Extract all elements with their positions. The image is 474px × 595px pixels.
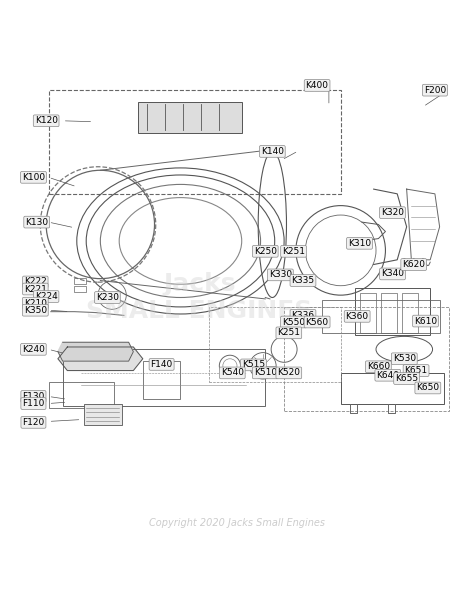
Text: K251: K251 (277, 328, 301, 337)
Bar (63, 349, 265, 406)
Text: K130: K130 (25, 218, 48, 227)
Text: K350: K350 (24, 306, 47, 315)
Text: K210: K210 (24, 299, 47, 308)
Bar (143, 361, 181, 399)
Text: F200: F200 (424, 86, 446, 95)
Bar (138, 102, 242, 133)
Text: K400: K400 (306, 81, 328, 90)
Text: F130: F130 (22, 392, 45, 401)
Polygon shape (58, 347, 143, 371)
Bar (48, 90, 341, 194)
Text: K336: K336 (292, 311, 315, 320)
Text: Copyright 2020 Jacks Small Engines: Copyright 2020 Jacks Small Engines (149, 518, 325, 528)
Text: K310: K310 (348, 239, 371, 248)
Bar (322, 300, 439, 333)
Text: K230: K230 (96, 293, 119, 302)
Text: K540: K540 (221, 368, 244, 377)
Text: K360: K360 (346, 312, 369, 321)
Bar (74, 278, 86, 284)
Text: K221: K221 (24, 284, 47, 293)
Text: K610: K610 (414, 317, 437, 325)
Bar (209, 307, 341, 383)
Bar (284, 307, 449, 411)
Text: K651: K651 (404, 366, 428, 375)
Text: K120: K120 (35, 116, 58, 126)
Text: K340: K340 (381, 270, 404, 278)
Text: K640: K640 (376, 371, 399, 380)
Text: K660: K660 (367, 362, 390, 371)
Text: K320: K320 (381, 208, 404, 217)
Text: K655: K655 (395, 374, 418, 383)
Text: K560: K560 (306, 318, 328, 327)
Text: K222: K222 (24, 277, 47, 286)
Bar (84, 403, 121, 425)
Bar (381, 293, 397, 333)
Bar (48, 383, 115, 408)
Polygon shape (58, 342, 133, 361)
Bar (74, 286, 86, 292)
Text: K520: K520 (277, 368, 301, 377)
Text: F140: F140 (150, 360, 173, 369)
Text: K330: K330 (269, 270, 292, 280)
Text: K224: K224 (35, 292, 57, 301)
Text: K620: K620 (402, 260, 425, 269)
Text: K251: K251 (282, 247, 305, 256)
Text: K550: K550 (282, 318, 305, 327)
Text: K650: K650 (416, 383, 439, 393)
Text: K240: K240 (22, 345, 45, 354)
Bar (402, 293, 419, 333)
Text: K335: K335 (292, 276, 315, 285)
Text: K510: K510 (254, 368, 277, 377)
Text: K250: K250 (254, 247, 277, 256)
Text: K530: K530 (393, 354, 416, 364)
Text: Jacks
SMALL ENGINES: Jacks SMALL ENGINES (86, 271, 312, 324)
Bar (359, 293, 376, 333)
Text: K140: K140 (261, 147, 284, 156)
Text: K515: K515 (242, 361, 265, 369)
Bar (341, 373, 444, 403)
Text: K100: K100 (22, 173, 45, 182)
Bar (355, 288, 430, 335)
Text: F110: F110 (22, 399, 45, 408)
Text: F120: F120 (22, 418, 45, 427)
